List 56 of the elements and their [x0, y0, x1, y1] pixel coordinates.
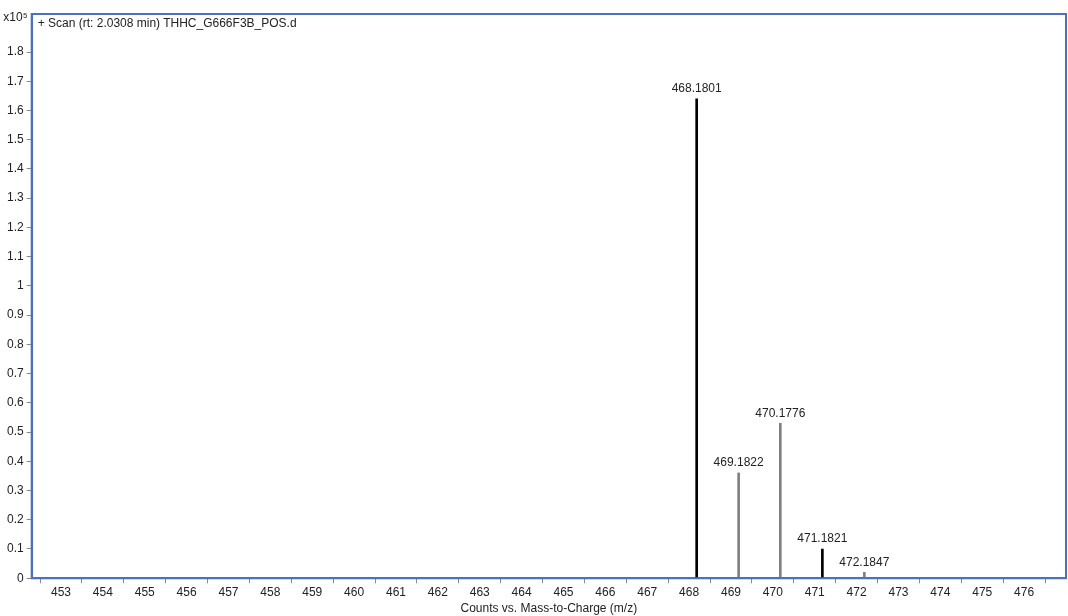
x-tick-label: 468	[679, 584, 700, 599]
x-tick-label: 470	[762, 584, 784, 599]
bar	[737, 472, 740, 579]
y-axis-title: x10⁵	[3, 10, 28, 25]
y-tick-label: 1	[16, 278, 24, 293]
y-tick-label: 0	[16, 570, 24, 585]
bar	[778, 422, 782, 579]
x-tick-label: 454	[92, 584, 114, 599]
x-tick-label: 471	[804, 584, 826, 599]
x-tick-label: 458	[260, 584, 281, 599]
x-tick-label: 465	[553, 584, 574, 599]
chart-title: + Scan (rt: 2.0308 min) THHC_G666F3B_POS.d	[37, 16, 297, 31]
x-tick-label: 474	[930, 584, 951, 599]
x-tick-label: 464	[511, 584, 532, 599]
y-tick-label: 0.5	[6, 424, 24, 439]
annotation: 469.1822	[713, 455, 764, 470]
x-tick-label: 476	[1014, 584, 1035, 599]
x-tick-label: 473	[888, 584, 909, 599]
y-tick-label: 1.3	[6, 190, 24, 205]
x-tick-label: 456	[176, 584, 197, 599]
annotation: 472.1847	[839, 554, 890, 569]
bar	[695, 98, 698, 579]
y-tick-label: 1.6	[6, 102, 24, 117]
x-tick-label: 453	[50, 584, 72, 599]
y-tick-label: 0.1	[6, 541, 24, 556]
y-tick-label: 0.9	[6, 307, 24, 322]
y-tick-label: 1.7	[6, 73, 24, 88]
y-tick-label: 1.4	[6, 161, 24, 176]
x-tick-label: 459	[302, 584, 323, 599]
y-tick-label: 1.8	[6, 44, 24, 59]
x-tick-label: 460	[344, 584, 365, 599]
annotation: 471.1821	[797, 531, 848, 546]
x-tick-label: 455	[134, 584, 156, 599]
annotation: 470.1776	[755, 405, 806, 420]
y-tick-label: 0.2	[6, 512, 24, 527]
annotation: 468.1801	[671, 81, 723, 96]
y-tick-label: 0.6	[6, 395, 24, 410]
y-tick-label: 1.5	[6, 132, 24, 147]
y-tick-label: 1.1	[6, 248, 24, 263]
x-tick-label: 457	[218, 584, 239, 599]
y-tick-label: 0.7	[6, 365, 24, 380]
y-tick-label: 0.3	[6, 482, 24, 497]
bar	[863, 572, 866, 579]
x-tick-label: 463	[469, 584, 491, 599]
x-tick-label: 472	[846, 584, 867, 599]
x-tick-label: 467	[637, 584, 658, 599]
y-tick-label: 0.4	[6, 453, 24, 468]
x-tick-label: 475	[972, 584, 993, 599]
x-tick-label: 461	[385, 584, 407, 599]
x-tick-label: 466	[595, 584, 616, 599]
bar	[821, 548, 824, 579]
x-tick-label: 462	[427, 584, 449, 599]
x-tick-label: 469	[720, 584, 742, 599]
x-axis-title: Counts vs. Mass-to-Charge (m/z)	[460, 601, 638, 616]
y-tick-label: 0.8	[6, 336, 24, 351]
y-tick-label: 1.2	[6, 219, 24, 234]
